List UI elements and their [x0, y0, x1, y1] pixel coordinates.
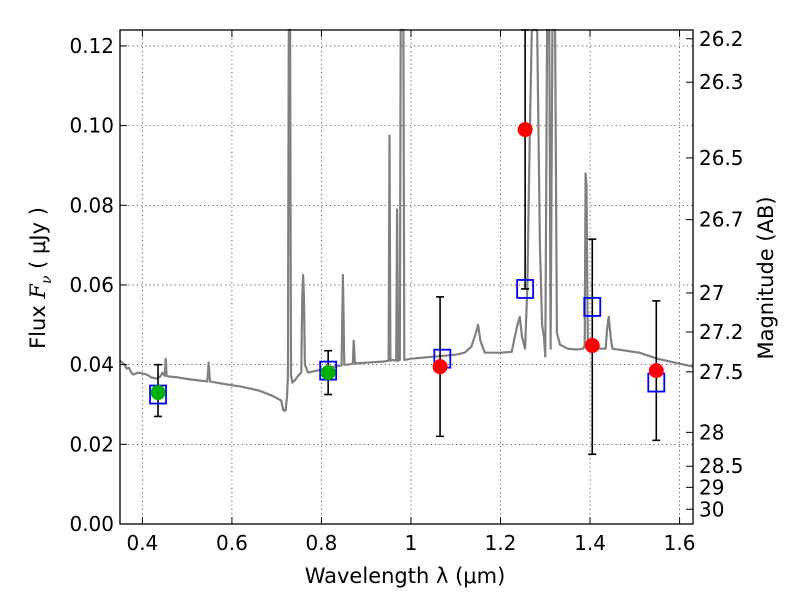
nir-flux-point — [517, 122, 533, 138]
y2-tick-label: 29 — [699, 475, 724, 499]
x-tick-label: 1.2 — [485, 531, 517, 555]
y2-tick-label: 26.2 — [699, 27, 744, 51]
nir-flux-point — [584, 338, 600, 354]
nir-flux-point — [432, 359, 448, 375]
y-axis-label: Flux Fν ( μJy ) — [26, 207, 55, 349]
sed-spectrum-series — [119, 28, 694, 412]
model-flux-box — [516, 279, 535, 299]
x-tick-label: 0.8 — [306, 531, 338, 555]
y-tick-label: 0.00 — [69, 512, 114, 536]
y-tick-label: 0.02 — [69, 432, 114, 456]
y-tick-label: 0.04 — [69, 353, 114, 377]
y2-tick-label: 28 — [699, 420, 724, 444]
y2-tick-label: 30 — [699, 497, 724, 521]
x-axis-label: Wavelength λ (μm) — [305, 564, 506, 588]
x-tick-label: 1 — [405, 531, 418, 555]
observed-flux-series — [150, 122, 664, 401]
optical-flux-point — [320, 365, 336, 381]
y-tick-label: 0.08 — [69, 193, 114, 217]
y2-tick-label: 28.5 — [699, 454, 744, 478]
model-flux-box — [583, 296, 602, 317]
y-tick-label: 0.12 — [69, 34, 114, 58]
y-tick-label: 0.10 — [69, 114, 114, 138]
sed-spectrum-line — [119, 28, 694, 412]
plot-frame — [119, 29, 694, 525]
y2-tick-label: 26.5 — [699, 146, 744, 170]
x-tick-label: 1.6 — [664, 531, 696, 555]
y2-axis-label: Magnitude (AB) — [754, 196, 778, 359]
y2-tick-label: 26.7 — [699, 208, 744, 232]
y2-tick-label: 27 — [699, 281, 724, 305]
x-tick-label: 0.4 — [126, 531, 158, 555]
grid — [120, 30, 693, 525]
optical-flux-point — [150, 385, 166, 401]
y-tick-label: 0.06 — [69, 273, 114, 297]
nir-flux-point — [648, 363, 664, 379]
y2-tick-label: 26.3 — [699, 70, 744, 94]
axis-ticks: 0.4 0.6 0.8 1 1.2 1.4 1.6 0.00 0.02 0.04 0.06 0.08 0… — [69, 27, 743, 555]
x-tick-label: 1.4 — [574, 531, 606, 555]
x-tick-label: 0.6 — [216, 531, 248, 555]
y2-tick-label: 27.5 — [699, 360, 744, 384]
y2-tick-label: 27.2 — [699, 320, 744, 344]
